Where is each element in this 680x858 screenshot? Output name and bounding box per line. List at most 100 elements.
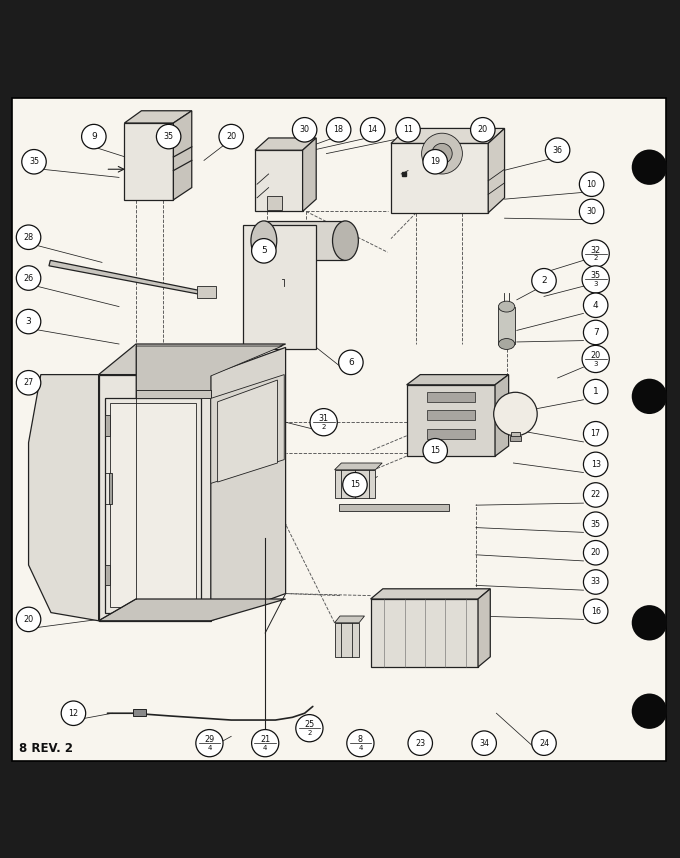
Polygon shape: [498, 306, 515, 344]
Circle shape: [252, 729, 279, 757]
Polygon shape: [427, 410, 475, 420]
Polygon shape: [211, 375, 284, 483]
Circle shape: [360, 118, 385, 142]
Text: 28: 28: [24, 233, 33, 242]
Text: 20: 20: [591, 351, 600, 360]
Circle shape: [583, 541, 608, 565]
Text: 2: 2: [307, 730, 311, 736]
Circle shape: [532, 269, 556, 293]
Polygon shape: [99, 375, 211, 620]
Text: 13: 13: [591, 460, 600, 468]
Ellipse shape: [498, 301, 515, 312]
Circle shape: [532, 731, 556, 755]
Polygon shape: [255, 138, 316, 150]
Text: 12: 12: [69, 709, 78, 718]
Circle shape: [583, 293, 608, 317]
Circle shape: [219, 124, 243, 148]
Circle shape: [423, 149, 447, 174]
Circle shape: [583, 483, 608, 507]
Polygon shape: [407, 375, 509, 384]
Text: 2: 2: [322, 424, 326, 430]
Circle shape: [347, 729, 374, 757]
Circle shape: [632, 149, 667, 184]
Polygon shape: [243, 225, 316, 348]
Polygon shape: [211, 347, 286, 620]
Circle shape: [16, 607, 41, 631]
Text: 20: 20: [591, 548, 600, 557]
Polygon shape: [264, 221, 345, 260]
Circle shape: [471, 118, 495, 142]
Polygon shape: [173, 111, 192, 200]
Text: 33: 33: [591, 577, 600, 587]
Circle shape: [310, 408, 337, 436]
Polygon shape: [105, 398, 201, 613]
Circle shape: [339, 350, 363, 375]
Circle shape: [156, 124, 181, 148]
Polygon shape: [371, 589, 490, 599]
Polygon shape: [335, 623, 359, 657]
Polygon shape: [495, 375, 509, 456]
Text: 36: 36: [553, 146, 562, 154]
Text: 19: 19: [430, 157, 440, 166]
Text: 3: 3: [26, 317, 31, 326]
Polygon shape: [133, 710, 146, 716]
Circle shape: [582, 266, 609, 293]
Circle shape: [396, 118, 420, 142]
Polygon shape: [136, 390, 211, 398]
Circle shape: [16, 266, 41, 290]
Circle shape: [82, 124, 106, 148]
Polygon shape: [303, 138, 316, 211]
Circle shape: [292, 118, 317, 142]
Circle shape: [343, 473, 367, 497]
Text: 25: 25: [304, 721, 315, 729]
Text: 32: 32: [591, 245, 600, 255]
Circle shape: [494, 392, 537, 436]
Polygon shape: [427, 429, 475, 439]
Polygon shape: [391, 129, 505, 143]
Text: 4: 4: [263, 745, 267, 751]
Circle shape: [632, 378, 667, 414]
Text: 35: 35: [591, 271, 600, 281]
Circle shape: [583, 452, 608, 476]
Text: 34: 34: [479, 739, 489, 747]
Circle shape: [22, 149, 46, 174]
Text: 10: 10: [587, 179, 596, 189]
Polygon shape: [49, 260, 212, 296]
Text: 14: 14: [368, 125, 377, 135]
Polygon shape: [105, 565, 110, 585]
Polygon shape: [339, 504, 449, 511]
Polygon shape: [255, 150, 303, 211]
Circle shape: [423, 438, 447, 463]
Text: 7: 7: [593, 328, 598, 337]
Polygon shape: [197, 287, 216, 299]
Circle shape: [408, 731, 432, 755]
Text: 17: 17: [591, 429, 600, 438]
Text: 1: 1: [593, 387, 598, 396]
Circle shape: [472, 731, 496, 755]
Polygon shape: [124, 123, 173, 200]
Text: 35: 35: [164, 132, 173, 141]
Text: 29: 29: [204, 735, 215, 744]
Polygon shape: [511, 432, 520, 438]
Circle shape: [579, 199, 604, 224]
Circle shape: [61, 701, 86, 726]
Circle shape: [583, 379, 608, 404]
Text: 6: 6: [348, 358, 354, 367]
Polygon shape: [218, 380, 277, 482]
Text: 3: 3: [594, 281, 598, 287]
Text: 11: 11: [403, 125, 413, 135]
Polygon shape: [277, 260, 299, 280]
Ellipse shape: [498, 339, 515, 349]
Polygon shape: [136, 390, 211, 398]
Text: 4: 4: [358, 745, 362, 751]
Polygon shape: [267, 196, 282, 210]
Polygon shape: [110, 403, 196, 607]
Polygon shape: [335, 616, 364, 623]
Text: 9: 9: [91, 132, 97, 141]
Text: 15: 15: [430, 446, 440, 456]
Circle shape: [296, 715, 323, 742]
Text: 23: 23: [415, 739, 425, 747]
Circle shape: [632, 605, 667, 640]
Text: 18: 18: [334, 125, 343, 135]
Text: 4: 4: [593, 301, 598, 310]
